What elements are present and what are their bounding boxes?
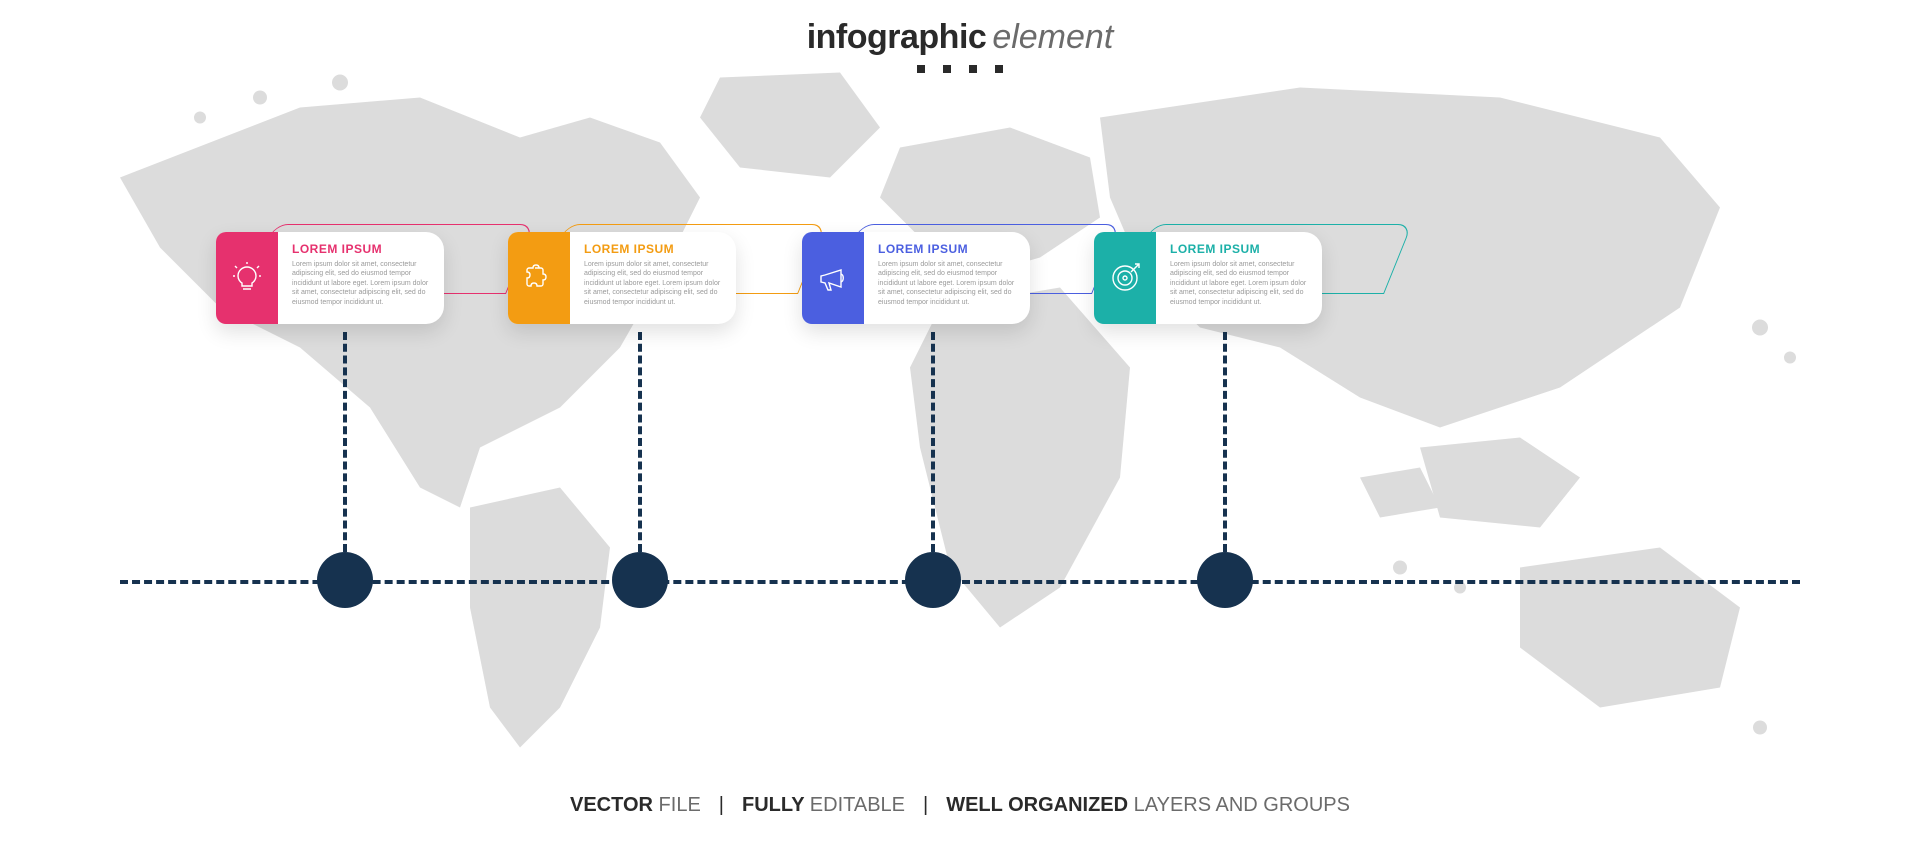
- info-card: LOREM IPSUM Lorem ipsum dolor sit amet, c…: [216, 232, 496, 324]
- footer-light: EDITABLE: [810, 794, 905, 816]
- page-title: infographicelement: [0, 18, 1920, 73]
- info-card: LOREM IPSUM Lorem ipsum dolor sit amet, c…: [1094, 232, 1374, 324]
- card-title: LOREM IPSUM: [292, 242, 432, 256]
- timeline-connector: [343, 332, 347, 552]
- timeline-marker: [905, 552, 961, 608]
- title-dot: [995, 65, 1003, 73]
- card-body: LOREM IPSUM Lorem ipsum dolor sit amet, c…: [1094, 232, 1322, 324]
- target-icon: [1094, 232, 1156, 324]
- timeline-marker: [317, 552, 373, 608]
- footer-separator: |: [923, 794, 928, 816]
- lightbulb-icon: [216, 232, 278, 324]
- info-card: LOREM IPSUM Lorem ipsum dolor sit amet, c…: [508, 232, 788, 324]
- timeline-connector: [931, 332, 935, 552]
- world-map-background: [0, 50, 1920, 785]
- card-body: LOREM IPSUM Lorem ipsum dolor sit amet, c…: [508, 232, 736, 324]
- title-dot: [917, 65, 925, 73]
- card-desc: Lorem ipsum dolor sit amet, consectetur …: [584, 260, 724, 307]
- puzzle-icon: [508, 232, 570, 324]
- info-card: LOREM IPSUM Lorem ipsum dolor sit amet, c…: [802, 232, 1082, 324]
- footer-light: LAYERS AND GROUPS: [1134, 794, 1350, 816]
- title-dot: [943, 65, 951, 73]
- footer-light: FILE: [659, 794, 701, 816]
- footer-text: VECTOR FILE | FULLY EDITABLE | WELL ORGANIZE…: [0, 794, 1920, 817]
- timeline-connector: [1223, 332, 1227, 552]
- card-desc: Lorem ipsum dolor sit amet, consectetur …: [292, 260, 432, 307]
- timeline-connector: [638, 332, 642, 552]
- footer-bold: VECTOR: [570, 794, 659, 816]
- title-dot: [969, 65, 977, 73]
- card-title: LOREM IPSUM: [1170, 242, 1310, 256]
- megaphone-icon: [802, 232, 864, 324]
- card-desc: Lorem ipsum dolor sit amet, consectetur …: [878, 260, 1018, 307]
- footer-separator: |: [719, 794, 724, 816]
- timeline-marker: [1197, 552, 1253, 608]
- footer-bold: WELL ORGANIZED: [946, 794, 1133, 816]
- card-body: LOREM IPSUM Lorem ipsum dolor sit amet, c…: [802, 232, 1030, 324]
- title-dot-row: [0, 65, 1920, 73]
- card-body: LOREM IPSUM Lorem ipsum dolor sit amet, c…: [216, 232, 444, 324]
- card-desc: Lorem ipsum dolor sit amet, consectetur …: [1170, 260, 1310, 307]
- card-title: LOREM IPSUM: [878, 242, 1018, 256]
- title-strong: infographic: [807, 18, 987, 56]
- title-em: element: [992, 18, 1113, 56]
- card-title: LOREM IPSUM: [584, 242, 724, 256]
- footer-bold: FULLY: [742, 794, 810, 816]
- timeline-marker: [612, 552, 668, 608]
